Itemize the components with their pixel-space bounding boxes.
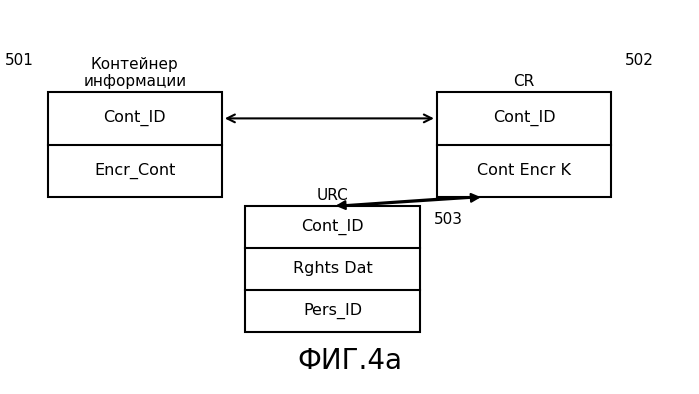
Text: CR: CR [513,74,535,89]
Text: 501: 501 [5,53,34,68]
Text: Cont Encr K: Cont Encr K [477,163,571,178]
Text: Cont_ID: Cont_ID [301,219,364,235]
Bar [437,92,611,197]
Text: 503: 503 [433,212,462,227]
Text: Cont_ID: Cont_ID [103,110,166,126]
Bar [48,92,222,197]
Text: Cont_ID: Cont_ID [493,110,555,126]
Text: Rghts Dat: Rghts Dat [293,261,373,276]
Text: Encr_Cont: Encr_Cont [94,163,175,179]
Text: Pers_ID: Pers_ID [303,303,362,319]
Text: URC: URC [317,188,349,203]
Text: ФИГ.4а: ФИГ.4а [297,347,402,375]
Text: Контейнер
информации: Контейнер информации [83,57,187,89]
Text: 502: 502 [625,53,654,68]
Bar [245,206,420,332]
